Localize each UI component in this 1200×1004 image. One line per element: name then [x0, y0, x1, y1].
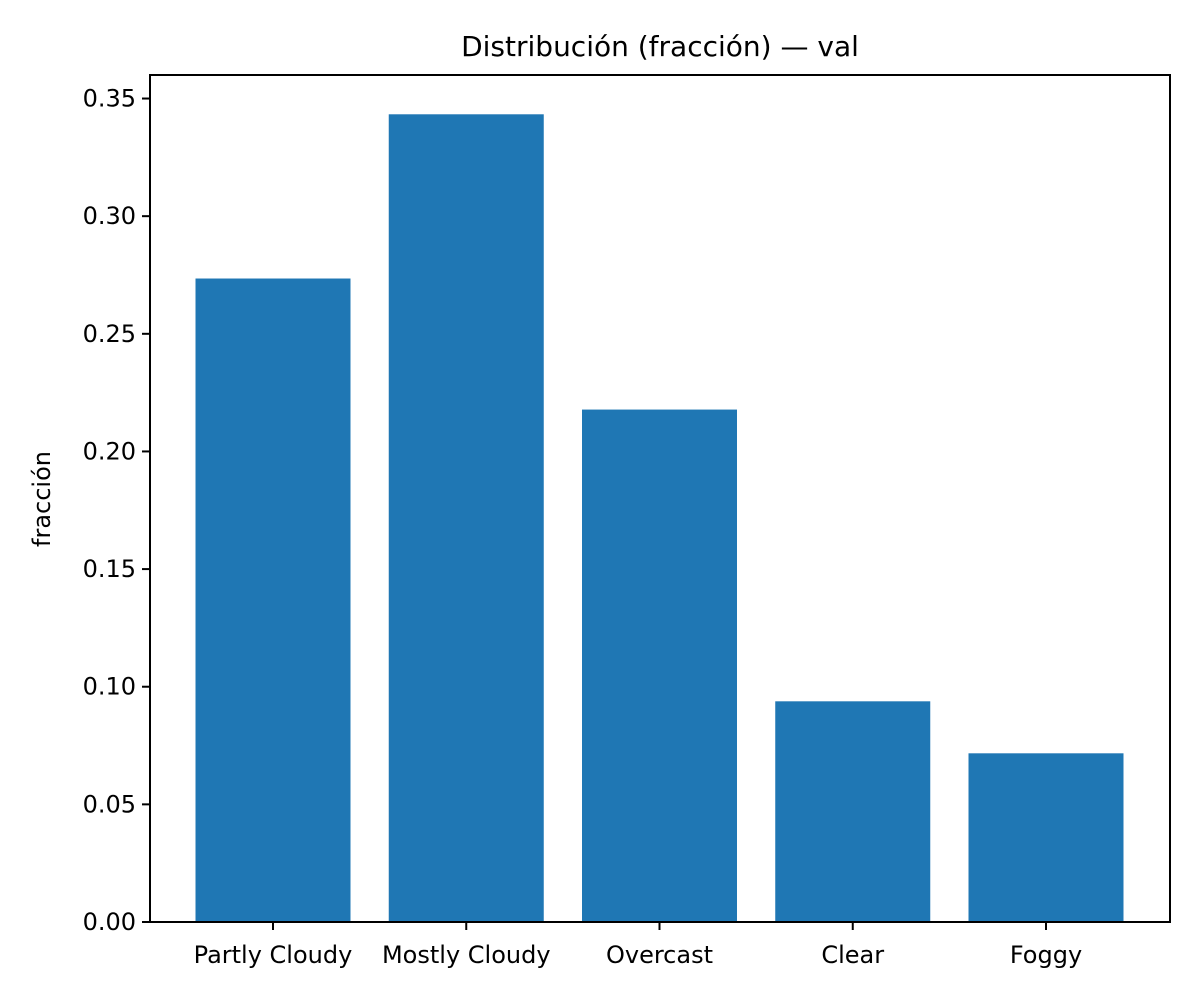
- y-axis-label: fracción: [28, 451, 56, 547]
- y-tick-label: 0.20: [83, 437, 136, 465]
- bar-foggy: [968, 753, 1124, 922]
- y-tick-label: 0.15: [83, 555, 136, 583]
- bar-clear: [775, 701, 931, 922]
- y-tick-label: 0.10: [83, 673, 136, 701]
- x-tick-label: Clear: [821, 941, 884, 969]
- x-tick-label: Partly Cloudy: [194, 941, 353, 969]
- plot-frame: [149, 74, 1171, 923]
- chart-title: Distribución (fracción) — val: [461, 30, 859, 63]
- y-axis-ticks: 0.00 0.05 0.10 0.15 0.20 0.25 0.30 0.35: [83, 85, 150, 936]
- bars-layer: [195, 114, 1124, 923]
- y-tick-label: 0.30: [83, 202, 136, 230]
- x-tick-label: Overcast: [606, 941, 713, 969]
- bar-mostly-cloudy: [388, 114, 544, 923]
- bar-overcast: [582, 409, 737, 922]
- y-tick-label: 0.00: [83, 908, 136, 936]
- y-tick-label: 0.05: [83, 790, 136, 818]
- x-axis-ticks: Partly Cloudy Mostly Cloudy Overcast Clear F…: [194, 922, 1082, 969]
- x-tick-label: Mostly Cloudy: [382, 941, 551, 969]
- bar-partly-cloudy: [195, 278, 351, 923]
- x-tick-label: Foggy: [1010, 941, 1082, 969]
- y-tick-label: 0.35: [83, 85, 136, 113]
- y-tick-label: 0.25: [83, 320, 136, 348]
